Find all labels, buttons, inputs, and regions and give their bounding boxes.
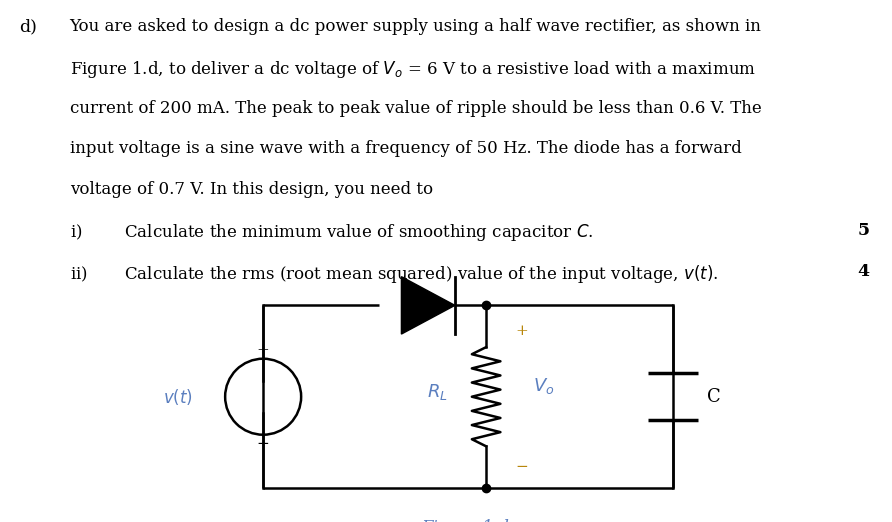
Text: You are asked to design a dc power supply using a half wave rectifier, as shown : You are asked to design a dc power suppl… bbox=[70, 18, 762, 35]
Text: Figure 1.d.: Figure 1.d. bbox=[422, 519, 515, 522]
Text: current of 200 mA. The peak to peak value of ripple should be less than 0.6 V. T: current of 200 mA. The peak to peak valu… bbox=[70, 100, 762, 117]
Text: 4: 4 bbox=[857, 263, 870, 280]
Text: voltage of 0.7 V. In this design, you need to: voltage of 0.7 V. In this design, you ne… bbox=[70, 181, 433, 198]
Text: $R_L$: $R_L$ bbox=[426, 382, 448, 401]
Text: input voltage is a sine wave with a frequency of 50 Hz. The diode has a forward: input voltage is a sine wave with a freq… bbox=[70, 140, 741, 158]
Text: Figure 1.d, to deliver a dc voltage of $V_o$ = 6 V to a resistive load with a ma: Figure 1.d, to deliver a dc voltage of $… bbox=[70, 59, 756, 80]
Polygon shape bbox=[401, 277, 455, 334]
Text: −: − bbox=[257, 437, 269, 450]
Text: 5: 5 bbox=[857, 222, 870, 239]
Text: i)        Calculate the minimum value of smoothing capacitor $C$.: i) Calculate the minimum value of smooth… bbox=[70, 222, 593, 243]
Text: ii)       Calculate the rms (root mean squared) value of the input voltage, $v(t: ii) Calculate the rms (root mean squared… bbox=[70, 263, 718, 284]
Text: d): d) bbox=[20, 18, 37, 35]
Text: $V_o$: $V_o$ bbox=[533, 376, 555, 396]
Text: +: + bbox=[257, 343, 269, 357]
Text: +: + bbox=[516, 325, 528, 338]
Text: −: − bbox=[516, 460, 528, 474]
Text: $v(t)$: $v(t)$ bbox=[163, 387, 194, 407]
Text: C: C bbox=[707, 388, 721, 406]
